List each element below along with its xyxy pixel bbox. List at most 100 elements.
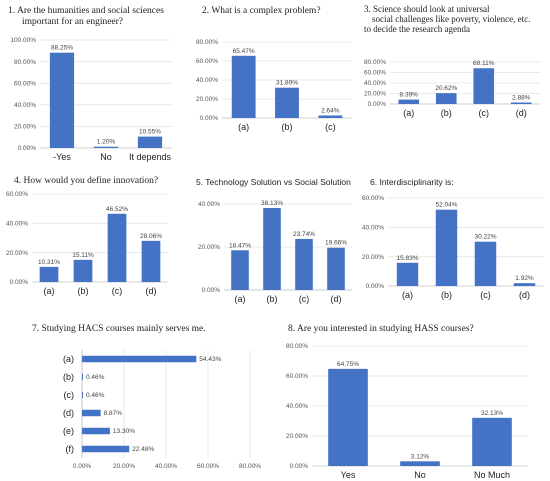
chart-3-category-label: (b)	[441, 108, 452, 118]
chart-5-bar	[295, 239, 313, 290]
chart-6-bar	[436, 210, 457, 286]
chart-8-ytick-label: 80.00%	[286, 343, 308, 350]
chart-5-category-label: (b)	[267, 294, 278, 304]
chart-3-bar	[511, 102, 532, 104]
chart-5-ytick-label: 0.00%	[202, 287, 221, 294]
chart-7-value-label: 8.87%	[104, 410, 123, 417]
chart-7-value-label: 13.30%	[113, 428, 135, 435]
chart-3-ytick-label: 60.00%	[364, 70, 386, 77]
chart-7-category-label: (f)	[66, 444, 75, 454]
chart-5-bar	[263, 208, 281, 290]
chart-8-category-label: Yes	[341, 470, 356, 480]
chart-2-plot: 0.00%20.00%40.00%60.00%80.00%65.47%(a)31…	[180, 0, 360, 172]
chart-3-ytick-label: 0.00%	[368, 101, 387, 108]
chart-7-xtick-label: 40.00%	[155, 463, 177, 470]
chart-7-bar	[82, 356, 196, 362]
chart-1-ytick-label: 40.00%	[14, 102, 36, 109]
chart-2-category-label: (a)	[238, 122, 249, 132]
chart-4-plot: 0.00% 20.00% 40.00% 60.00% 10.31% (a) 15.11% (b…	[0, 172, 180, 320]
chart-8-bar	[328, 369, 368, 466]
chart-7-bar	[82, 392, 83, 398]
chart-1-value-label: 1.20%	[97, 139, 116, 146]
chart-8-value-label: 32.13%	[481, 410, 503, 417]
chart-5-value-label: 38.13%	[261, 200, 283, 207]
chart-7-category-label: (b)	[63, 372, 74, 382]
chart-3-value-label: 20.62%	[435, 85, 457, 92]
chart-6-value-label: 30.22%	[474, 234, 496, 241]
chart-6-plot: 0.00% 20.00% 40.00% 60.00% 15.83% (a) 52.04% (b…	[360, 172, 550, 320]
chart-4-value-label: 46.52%	[106, 206, 128, 213]
chart-3-category-label: (c)	[479, 108, 490, 118]
chart-6-category-label: (c)	[480, 290, 491, 300]
chart-6-category-label: (b)	[441, 290, 452, 300]
chart-1-ytick-label: 20.00%	[14, 124, 36, 131]
chart-7-plot: 0.00% 20.00% 40.00% 60.00% 80.00% 54.43% (a) 0.…	[0, 320, 270, 481]
chart-2-category-label: (c)	[325, 122, 336, 132]
chart-6-ytick-label: 40.00%	[362, 225, 384, 232]
chart-1-value-label: 88.25%	[51, 45, 73, 52]
chart-4-bar	[40, 267, 59, 282]
chart-1-bar	[138, 137, 162, 148]
chart-3-ytick-label: 40.00%	[364, 80, 386, 87]
chart-7-value-label: 0.46%	[86, 374, 105, 381]
chart-4-value-label: 15.11%	[72, 252, 94, 259]
chart-2-value-label: 31.89%	[276, 80, 298, 87]
chart-5-category-label: (a)	[235, 294, 246, 304]
chart-8-ytick-label: 20.00%	[286, 433, 308, 440]
chart-2-panel: 2. What is a complex problem? 0.00% 20.00…	[180, 0, 360, 172]
chart-2-value-label: 2.64%	[321, 107, 340, 114]
chart-4-ytick-label: 40.00%	[6, 221, 28, 228]
chart-4-bar	[108, 214, 127, 282]
chart-5-bar	[231, 250, 249, 290]
chart-6-panel: 6. Interdisciplinarity is: 0.00% 20.00% 40…	[360, 172, 550, 320]
chart-4-value-label: 10.31%	[38, 259, 60, 266]
chart-4-value-label: 28.06%	[140, 233, 162, 240]
chart-7-value-label: 22.48%	[132, 446, 154, 453]
chart-6-bar	[397, 263, 418, 286]
chart-8-value-label: 64.75%	[337, 361, 359, 368]
chart-3-bar	[473, 68, 494, 104]
chart-7-xtick-label: 20.00%	[113, 463, 135, 470]
chart-3-bar	[436, 93, 457, 104]
chart-3-category-label: (a)	[403, 108, 414, 118]
chart-8-panel: 8. Are you interested in studying HASS c…	[270, 320, 550, 481]
chart-3-category-label: (d)	[516, 108, 527, 118]
chart-1-plot: 0.00% 20.00% 40.00% 60.00% 80.00% 100.00% 88.2…	[0, 0, 180, 172]
chart-1-ytick-label: 60.00%	[14, 80, 36, 87]
chart-5-ytick-label: 20.00%	[198, 244, 220, 251]
chart-4-ytick-label: 0.00%	[10, 279, 29, 286]
chart-4-category-label: (a)	[44, 286, 55, 296]
chart-1-ytick-label: 0.00%	[18, 145, 37, 152]
chart-4-panel: 4. How would you define innovation? 0.00…	[0, 172, 180, 320]
chart-8-value-label: 3.12%	[411, 453, 430, 460]
chart-2-value-label: 65.47%	[233, 48, 255, 55]
chart-6-value-label: 15.83%	[396, 255, 418, 262]
chart-7-bar	[82, 446, 129, 452]
chart-3-bar	[398, 100, 419, 104]
chart-6-bar	[475, 242, 496, 286]
chart-7-category-label: (e)	[63, 426, 74, 436]
chart-4-bar	[74, 260, 93, 282]
chart-7-bar	[82, 428, 110, 434]
chart-6-value-label: 1.92%	[515, 275, 534, 282]
chart-3-plot: 0.00%20.00%40.00%60.00%80.00%8.39%(a)20.…	[360, 0, 550, 172]
chart-7-category-label: (a)	[63, 354, 74, 364]
chart-1-bar	[94, 147, 118, 148]
chart-8-ytick-label: 0.00%	[290, 463, 309, 470]
chart-7-panel: 7. Studying HACS courses mainly serves m…	[0, 320, 270, 481]
chart-4-category-label: (b)	[78, 286, 89, 296]
chart-1-value-label: 10.55%	[139, 129, 161, 136]
chart-5-value-label: 23.74%	[293, 231, 315, 238]
chart-7-category-label: (c)	[64, 390, 75, 400]
chart-8-ytick-label: 60.00%	[286, 373, 308, 380]
chart-6-bar	[514, 283, 535, 286]
chart-4-ytick-label: 60.00%	[6, 191, 28, 198]
chart-8-bar	[472, 418, 512, 466]
chart-4-category-label: (d)	[146, 286, 157, 296]
chart-3-value-label: 2.88%	[512, 94, 531, 101]
chart-6-ytick-label: 20.00%	[362, 254, 384, 261]
chart-7-category-label: (d)	[63, 408, 74, 418]
chart-8-plot: 0.00% 20.00% 40.00% 60.00% 80.00% 64.75% Yes 3.…	[270, 320, 550, 481]
chart-1-category-label: No	[100, 152, 112, 162]
chart-7-value-label: 54.43%	[199, 356, 221, 363]
